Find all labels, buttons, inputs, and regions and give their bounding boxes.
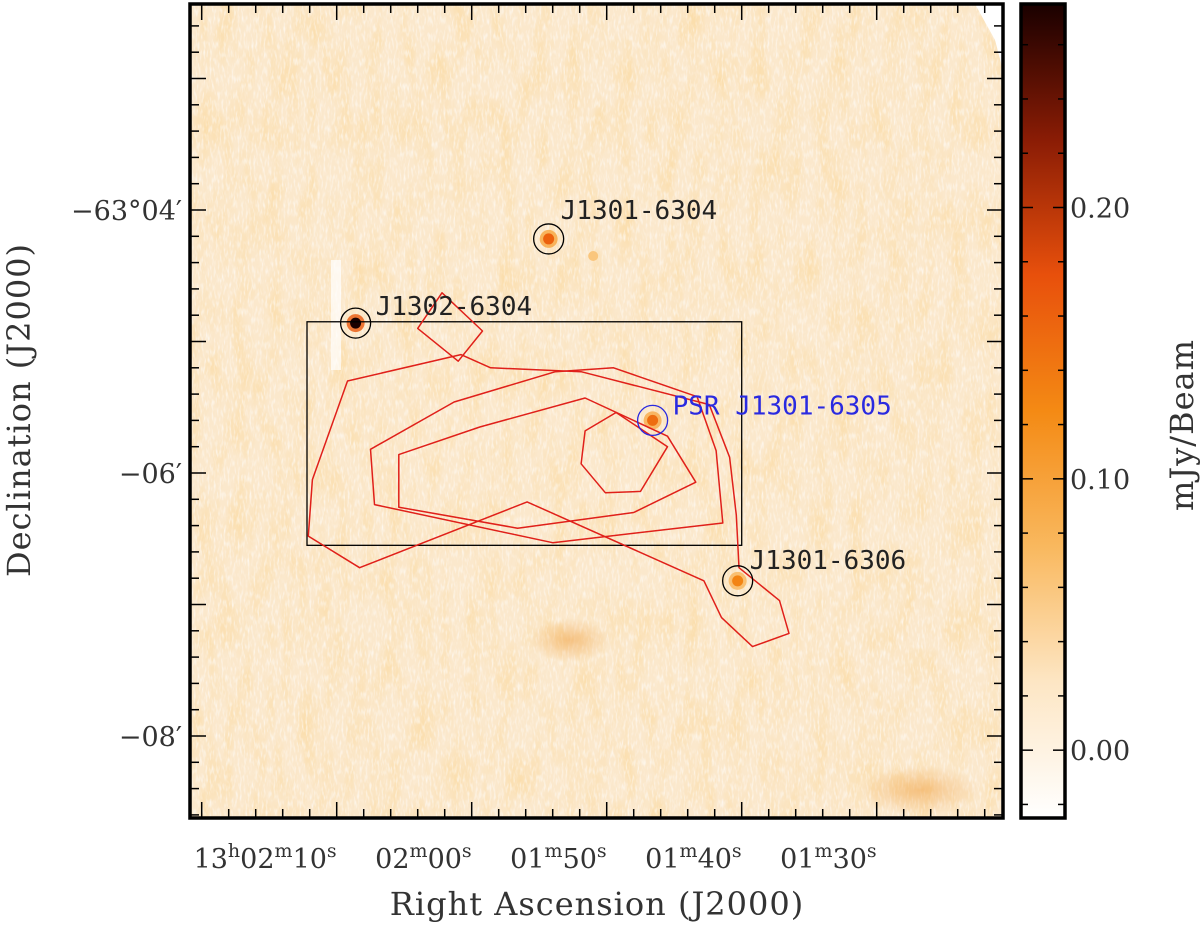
faint-source: [588, 251, 599, 262]
x-tick-label: 01m40s: [645, 840, 742, 875]
y-tick-label: −08′: [119, 722, 182, 753]
colorbar-tick-label: 0.00: [1070, 736, 1130, 767]
contour-line: [398, 397, 697, 529]
intensity-image: [190, 4, 1003, 818]
region-box-layer: [306, 321, 743, 546]
x-axis-ticks: 13h02m10s 02m00s 01m50s 01m40s 01m30s: [194, 4, 986, 875]
x-tick-label: 01m50s: [510, 840, 607, 875]
contour-line: [416, 292, 484, 362]
source-markers: J1302-6304 J1301-6304 J1301-6306 PSR J1301-…: [339, 196, 907, 597]
source-label: J1301-6306: [750, 546, 907, 576]
plot-frame: [188, 2, 1005, 820]
y-axis-ticks: −63°04′ −06′ −08′: [71, 25, 1003, 816]
diffuse-emission-blob: [530, 618, 610, 662]
y-tick-label: −63°04′: [71, 196, 182, 227]
colorbar-label: mJy/Beam: [1163, 339, 1200, 511]
region-box: [306, 321, 743, 546]
x-axis-label: Right Ascension (J2000): [390, 885, 804, 923]
source-circle: [339, 307, 372, 339]
sidelobe-streak: [331, 260, 341, 370]
image-edge-mask: [975, 4, 1003, 70]
colorbar-gradient: [1021, 4, 1065, 818]
source-spot: [543, 233, 555, 245]
colorbar-frame: [1019, 2, 1067, 820]
pulsar-label: PSR J1301-6305: [673, 391, 892, 421]
colorbar: 0.00 0.10 0.20: [1019, 2, 1130, 820]
contour-line: [580, 411, 669, 494]
y-tick-label: −06′: [119, 459, 182, 490]
source-circle: [533, 223, 565, 255]
contour-layer: [307, 292, 790, 648]
x-tick-label: 13h02m10s: [194, 840, 337, 875]
noise-highlights: [190, 4, 1003, 818]
diffuse-emission-blob: [860, 765, 980, 815]
source-label: J1302-6304: [376, 292, 533, 322]
source-spot: [647, 414, 659, 426]
source-spots: [346, 229, 747, 590]
faint-sources: [588, 251, 599, 262]
source-spot: [350, 317, 362, 329]
source-label: J1301-6304: [561, 196, 718, 226]
x-tick-label: 02m00s: [375, 840, 472, 875]
colorbar-ticks: 0.00 0.10 0.20: [1021, 43, 1130, 806]
source-spot: [732, 575, 744, 587]
contour-line: [369, 367, 724, 544]
contour-line: [307, 353, 790, 648]
pulsar-circle: [636, 404, 669, 437]
colorbar-tick-label: 0.10: [1070, 465, 1130, 496]
colorbar-tick-label: 0.20: [1070, 194, 1130, 225]
x-tick-label: 01m30s: [780, 840, 877, 875]
source-circle: [722, 565, 754, 597]
y-axis-label: Declination (J2000): [0, 243, 38, 577]
